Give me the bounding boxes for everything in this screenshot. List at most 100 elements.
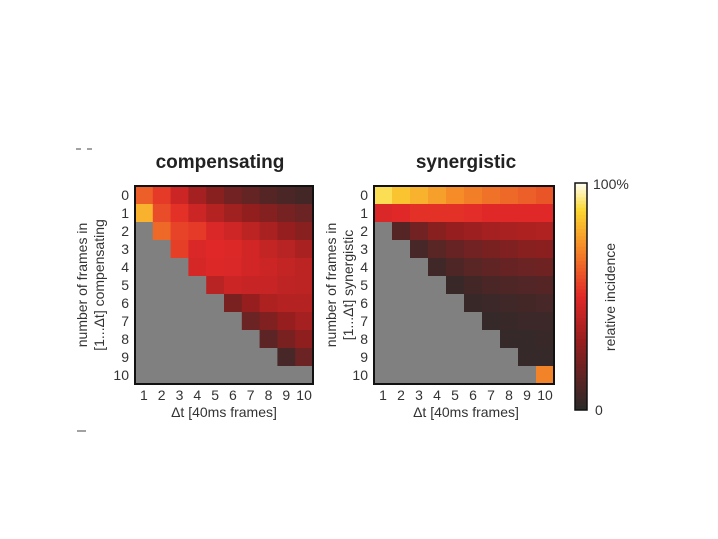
heatmap-cell (518, 348, 537, 367)
heatmap-cell (295, 366, 314, 385)
x-tick-label: 7 (247, 387, 255, 403)
heatmap-cell (374, 366, 393, 385)
colorbar-step (575, 197, 587, 202)
x-tick-label: 2 (158, 387, 166, 403)
x-tick-label: 10 (296, 387, 312, 403)
heatmap-cell (428, 204, 447, 223)
heatmap-cell (206, 330, 225, 349)
heatmap-cell (428, 258, 447, 277)
colorbar-step (575, 207, 587, 212)
heatmap-cell (241, 312, 260, 331)
heatmap-cell (259, 330, 278, 349)
colorbar-step (575, 261, 587, 266)
x-tick-label: 6 (229, 387, 237, 403)
heatmap-cell (374, 240, 393, 259)
x-tick-label: 1 (379, 387, 387, 403)
colorbar-step (575, 204, 587, 209)
heatmap-cell (224, 312, 243, 331)
heatmap-cell (446, 330, 465, 349)
heatmap-cells (374, 186, 555, 385)
heatmap-cell (152, 240, 171, 259)
heatmap-cell (135, 276, 154, 295)
heatmap-cell (277, 312, 296, 331)
colorbar-step (575, 239, 587, 244)
x-axis-label: Δt [40ms frames] (413, 404, 519, 420)
heatmap-cell (188, 258, 207, 277)
heatmap-cell (536, 258, 555, 277)
heatmap-cell (277, 276, 296, 295)
colorbar-step (575, 285, 587, 290)
heatmap-cell (152, 294, 171, 313)
heatmap-cell (500, 186, 519, 205)
heatmap-cell (428, 186, 447, 205)
heatmap-cell (188, 312, 207, 331)
heatmap-cell (518, 294, 537, 313)
heatmap-cell (206, 222, 225, 241)
heatmap-cell (392, 348, 411, 367)
colorbar-step (575, 282, 587, 287)
heatmap-cell (170, 312, 189, 331)
heatmap-cell (295, 312, 314, 331)
heatmap-cell (206, 348, 225, 367)
colorbar-step (575, 225, 587, 230)
heatmap-cell (135, 348, 154, 367)
heatmap-cell (464, 366, 483, 385)
heatmap-cell (188, 222, 207, 241)
colorbar-step (575, 183, 587, 188)
y-tick-label: 10 (352, 367, 368, 383)
colorbar-step (575, 367, 587, 372)
heatmap-cell (188, 204, 207, 223)
colorbar-min-label: 0 (595, 402, 603, 418)
heatmap-cell (392, 330, 411, 349)
heatmap-cell (170, 222, 189, 241)
x-tick-label: 4 (193, 387, 201, 403)
colorbar-step (575, 232, 587, 237)
heatmap-cell (152, 186, 171, 205)
colorbar-step (575, 300, 587, 305)
x-tick-label: 4 (433, 387, 441, 403)
y-tick-label: 1 (360, 205, 368, 221)
x-tick-labels: 1 2 3 4 5 6 7 8 9 10 (379, 387, 553, 403)
y-tick-label: 0 (360, 187, 368, 203)
x-tick-label: 8 (505, 387, 513, 403)
colorbar-step (575, 218, 587, 223)
colorbar-step (575, 321, 587, 326)
heatmap-cell (259, 348, 278, 367)
y-tick-label: 3 (360, 241, 368, 257)
heatmap-cell (428, 330, 447, 349)
y-tick-label: 9 (360, 349, 368, 365)
heatmap-cell (277, 258, 296, 277)
heatmap-cell (224, 186, 243, 205)
heatmap-cell (500, 258, 519, 277)
heatmap-cell (170, 294, 189, 313)
heatmap-cell (464, 276, 483, 295)
x-axis-label: Δt [40ms frames] (171, 404, 277, 420)
heatmap-cell (536, 348, 555, 367)
colorbar-step (575, 374, 587, 379)
heatmap-cell (500, 366, 519, 385)
colorbar-gradient (575, 183, 587, 411)
heatmap-cell (482, 276, 501, 295)
y-tick-label: 9 (121, 349, 129, 365)
heatmap-cell (206, 294, 225, 313)
heatmap-cell (374, 312, 393, 331)
y-tick-label: 7 (360, 313, 368, 329)
heatmap-cell (259, 240, 278, 259)
heatmap-cell (206, 366, 225, 385)
heatmap-cell (446, 258, 465, 277)
heatmap-cell (259, 258, 278, 277)
colorbar-step (575, 381, 587, 386)
colorbar-step (575, 314, 587, 319)
y-axis-label-line-1: number of frames in (323, 223, 339, 348)
colorbar-step (575, 292, 587, 297)
y-tick-label: 5 (121, 277, 129, 293)
heatmap-cell (206, 312, 225, 331)
heatmap-cell (392, 204, 411, 223)
heatmap-cell (410, 312, 429, 331)
heatmap-cell (241, 330, 260, 349)
heatmap-cell (277, 348, 296, 367)
heatmap-cell (464, 312, 483, 331)
y-tick-label: 4 (121, 259, 129, 275)
heatmap-cell (500, 348, 519, 367)
heatmap-cell (374, 330, 393, 349)
